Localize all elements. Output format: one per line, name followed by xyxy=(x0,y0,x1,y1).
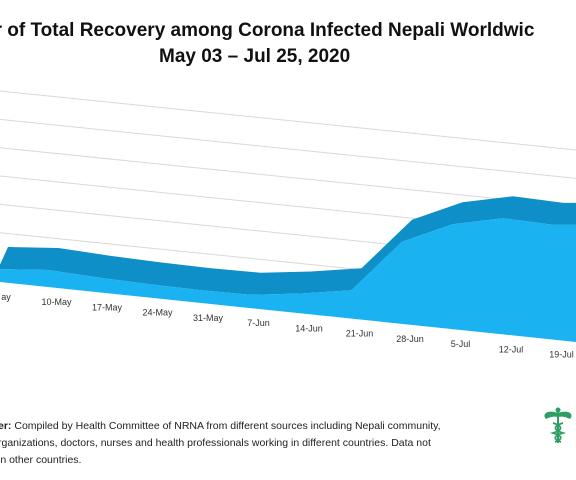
disclaimer: er: Compiled by Health Committee of NRNA… xyxy=(0,418,498,469)
disclaimer-line-1: Compiled by Health Committee of NRNA fro… xyxy=(11,420,441,432)
disclaimer-label: er: xyxy=(0,420,12,432)
area-top-surface xyxy=(0,196,576,295)
x-tick-label: 24-May xyxy=(142,308,173,318)
gridline xyxy=(0,147,576,208)
gridline xyxy=(0,90,576,151)
disclaimer-line-2: rganizations, doctors, nurses and health… xyxy=(0,437,431,449)
gridline xyxy=(0,118,576,179)
x-tick-label: 10-May xyxy=(41,297,72,307)
area-series xyxy=(0,218,576,343)
x-tick-label: 21-Jun xyxy=(346,329,374,339)
x-tick-label: 28-Jun xyxy=(396,334,424,344)
x-tick-label: 7-Jun xyxy=(247,318,270,328)
caduceus-icon xyxy=(544,407,572,443)
chart-title-line1: er of Total Recovery among Corona Infect… xyxy=(0,20,535,41)
chart-subtitle: May 03 – Jul 25, 2020 xyxy=(159,46,351,67)
x-tick-label: ay xyxy=(1,292,11,302)
area-chart: ay 10-May 17-May 24-May 31-May 7-Jun 14-Jun 21-… xyxy=(0,90,576,360)
disclaimer-line-3: in other countries. xyxy=(0,454,82,466)
x-tick-label: 31-May xyxy=(193,313,224,323)
x-tick-label: 19-Jul xyxy=(549,350,574,360)
x-tick-label: 12-Jul xyxy=(499,344,524,354)
x-tick-label: 14-Jun xyxy=(295,323,323,333)
x-tick-label: 17-May xyxy=(92,302,123,312)
x-tick-label: 5-Jul xyxy=(451,339,471,349)
